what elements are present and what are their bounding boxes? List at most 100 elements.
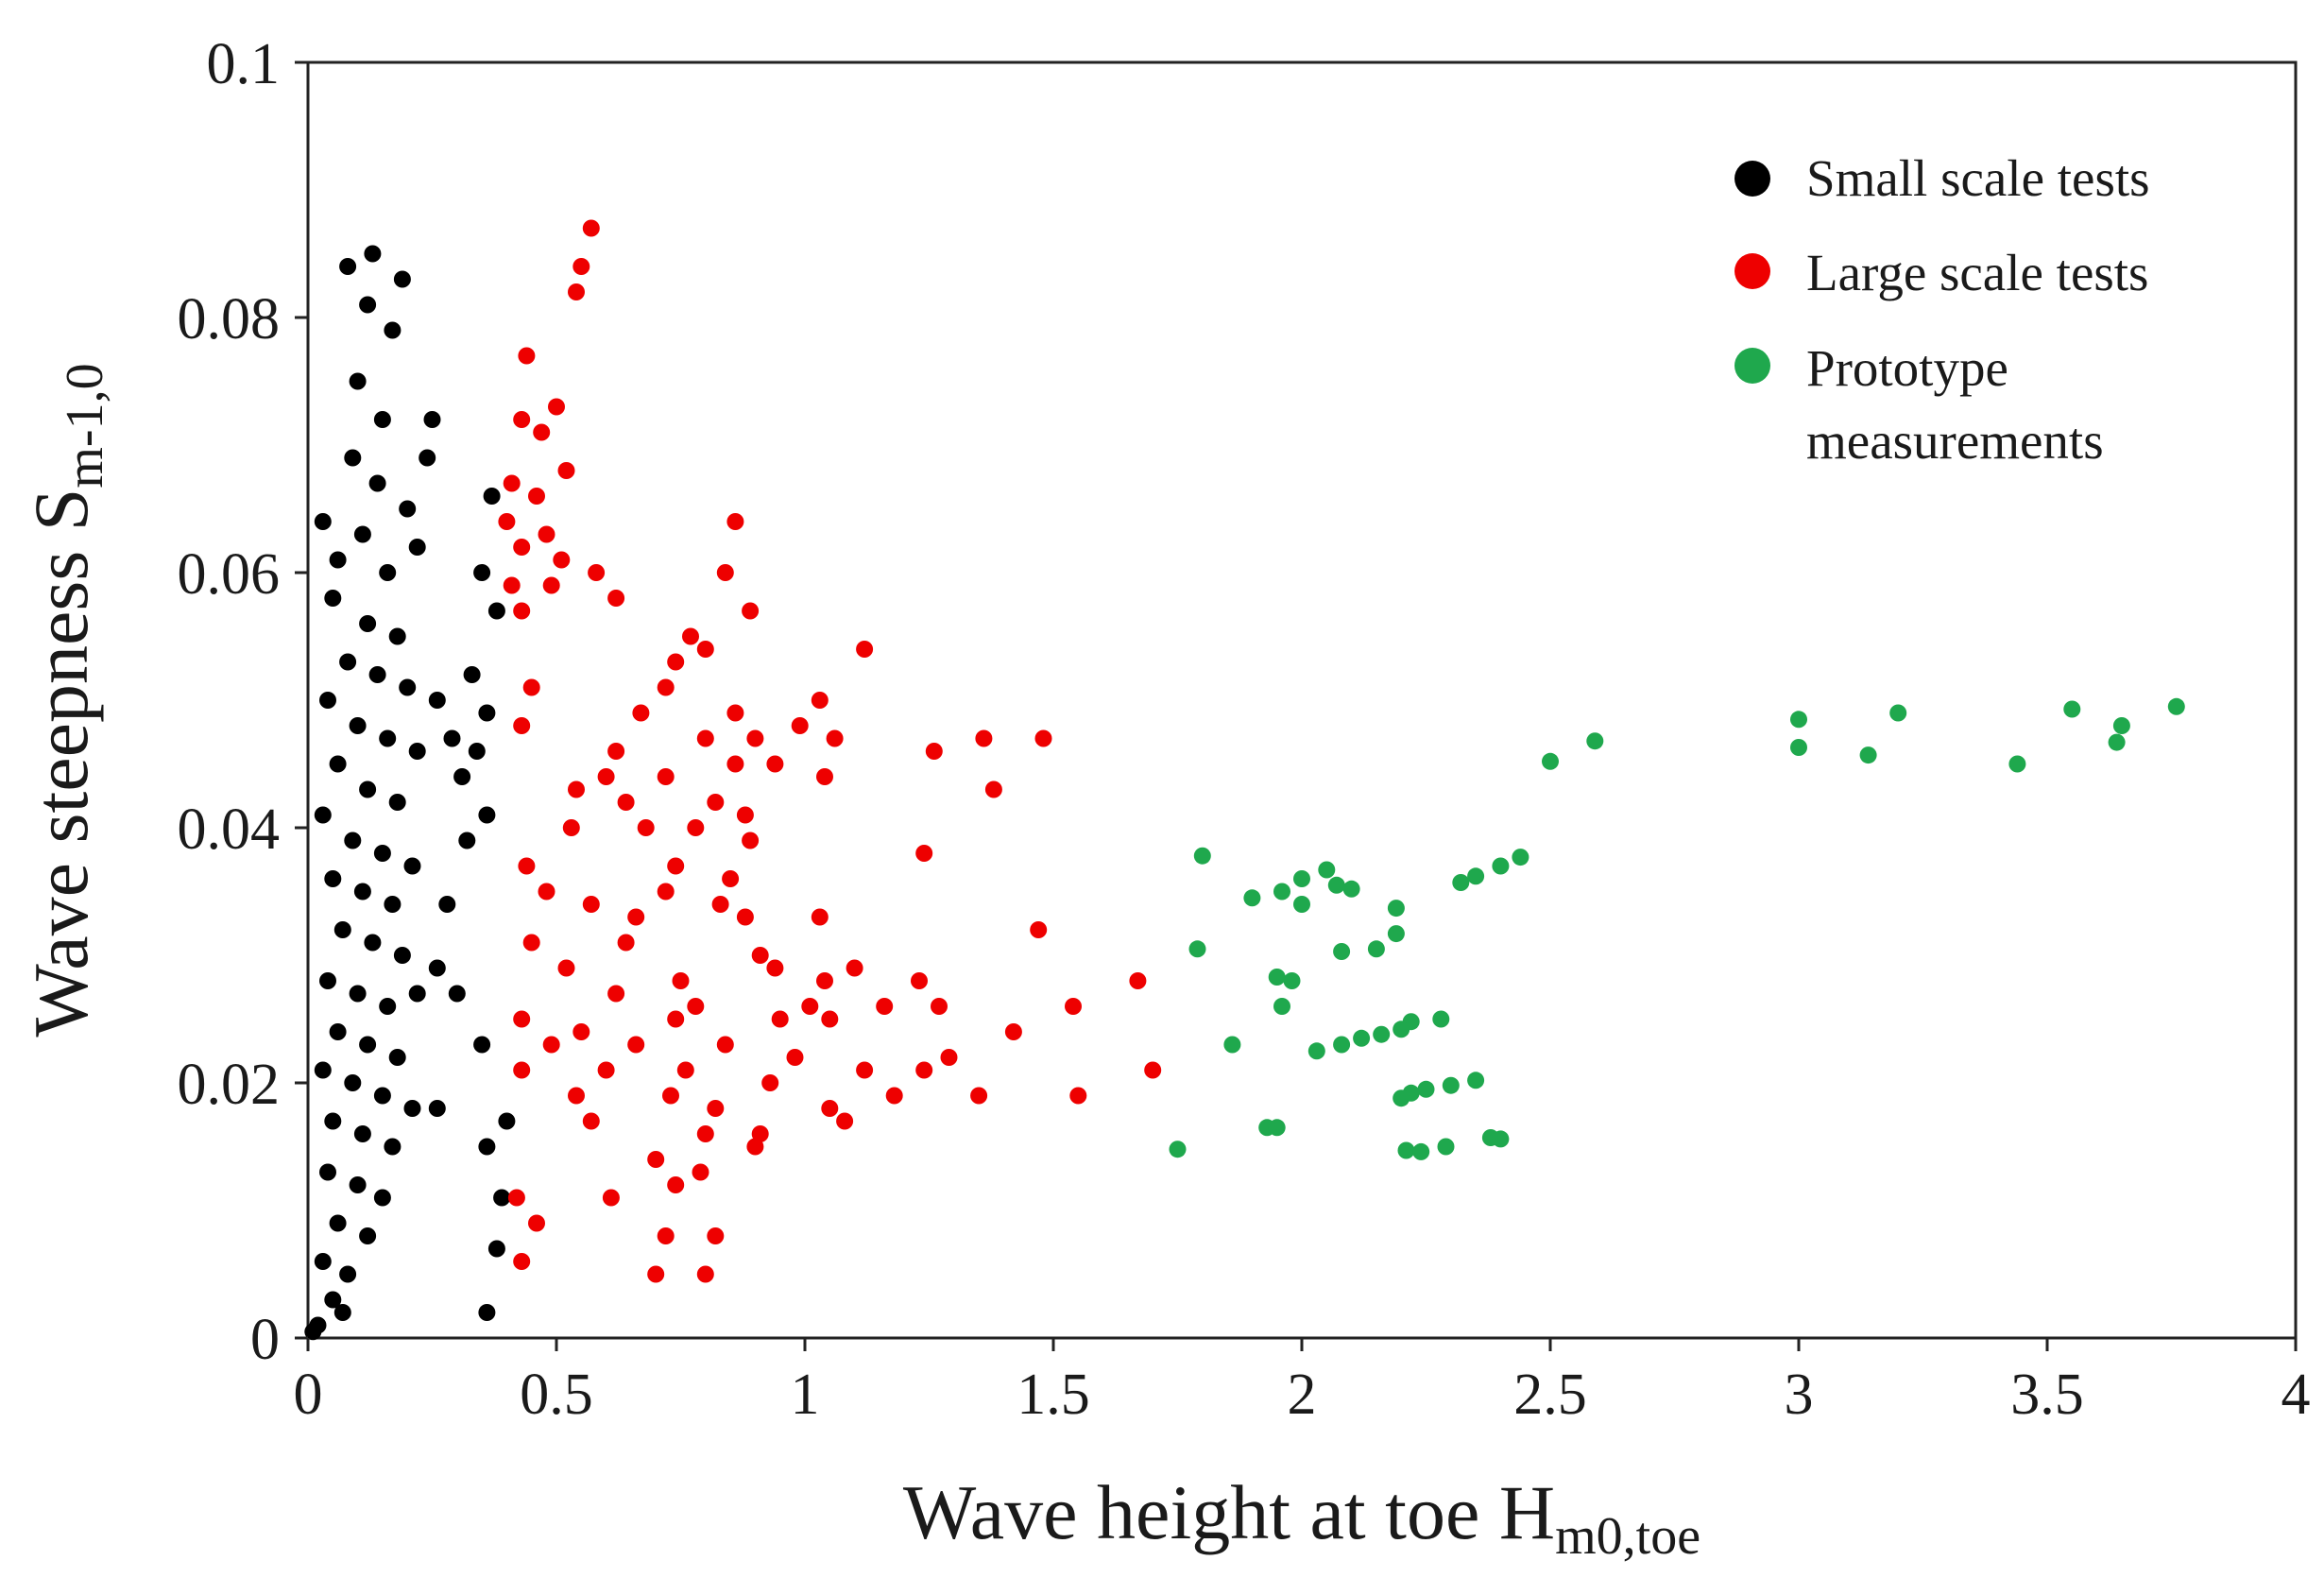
point-s2-1	[2063, 700, 2081, 718]
point-s1-60	[711, 896, 729, 913]
point-s1-116	[507, 1189, 525, 1207]
point-s2-27	[1387, 925, 1405, 943]
point-s0-79	[314, 1253, 332, 1270]
point-s1-93	[513, 1061, 531, 1079]
legend-label-prototype-line2: measurements	[1806, 412, 2104, 470]
point-s2-14	[1452, 874, 1470, 891]
point-s1-92	[1004, 1023, 1022, 1040]
point-s0-13	[483, 488, 501, 505]
point-s0-56	[408, 985, 426, 1003]
point-s2-25	[1333, 943, 1351, 960]
point-s0-66	[428, 1100, 446, 1117]
point-s1-117	[528, 1214, 545, 1232]
point-s1-17	[542, 576, 560, 594]
point-s2-0	[2167, 697, 2185, 715]
point-s0-74	[373, 1189, 391, 1207]
point-s2-36	[1333, 1036, 1351, 1054]
x-tick-label-4: 2	[1288, 1363, 1317, 1427]
point-s0-41	[344, 832, 362, 849]
point-s1-75	[607, 985, 625, 1003]
point-s1-47	[617, 794, 635, 811]
point-s1-69	[557, 959, 575, 977]
point-s1-50	[562, 819, 580, 836]
point-s1-33	[696, 729, 714, 747]
point-s1-108	[696, 1125, 714, 1142]
point-s2-16	[1318, 861, 1336, 879]
point-s2-33	[1393, 1021, 1410, 1038]
point-s1-23	[696, 641, 714, 658]
point-s1-61	[582, 896, 600, 913]
point-s0-50	[364, 934, 382, 952]
point-s1-30	[726, 704, 744, 722]
point-s1-79	[931, 998, 948, 1015]
x-axis-title-subscript: m0,toe	[1555, 1507, 1700, 1566]
point-s1-53	[742, 832, 760, 849]
point-s2-47	[1492, 1130, 1510, 1148]
axis-ticks: 0 0.5 1 1.5 2 2.5 3 3.5 4 0 0.02 0.04 0.06 0.08 0.1	[178, 32, 2311, 1427]
point-s1-29	[632, 704, 650, 722]
point-s1-99	[1144, 1061, 1162, 1079]
point-s1-105	[970, 1087, 988, 1105]
point-s1-56	[667, 857, 685, 875]
x-tick-label-5: 2.5	[1513, 1363, 1587, 1427]
point-s2-6	[1790, 739, 1807, 756]
point-s1-104	[885, 1087, 903, 1105]
point-s0-70	[353, 1125, 371, 1142]
point-s1-14	[588, 564, 606, 581]
point-s2-50	[1397, 1141, 1415, 1159]
point-s1-106	[1069, 1087, 1087, 1105]
point-s1-100	[568, 1087, 585, 1105]
point-s0-27	[463, 666, 481, 683]
point-s1-87	[542, 1036, 560, 1054]
point-s0-4	[384, 321, 402, 339]
point-s0-20	[324, 590, 342, 607]
point-s1-7	[557, 462, 575, 479]
point-s1-121	[647, 1265, 665, 1283]
point-s0-58	[329, 1023, 347, 1040]
point-s1-58	[538, 883, 555, 900]
point-s2-38	[1307, 1042, 1325, 1060]
point-s0-37	[388, 794, 406, 811]
point-s0-76	[329, 1214, 347, 1232]
point-s1-22	[682, 627, 699, 645]
point-s1-89	[716, 1036, 734, 1054]
point-s0-64	[373, 1087, 391, 1105]
point-s1-97	[856, 1061, 874, 1079]
point-s0-3	[359, 296, 377, 314]
point-s1-66	[617, 934, 635, 952]
point-s0-47	[384, 896, 402, 913]
y-tick-label-2: 0.04	[178, 798, 281, 862]
point-s1-46	[568, 780, 585, 798]
point-s1-6	[533, 423, 551, 441]
point-s1-36	[826, 729, 844, 747]
point-s2-49	[1169, 1141, 1187, 1158]
point-s1-38	[975, 729, 993, 747]
point-s1-16	[607, 590, 625, 607]
point-s2-24	[1188, 940, 1206, 958]
point-s0-53	[319, 972, 336, 989]
point-s0-32	[408, 743, 426, 760]
point-s0-60	[388, 1049, 406, 1066]
point-s1-32	[607, 743, 625, 760]
point-s2-45	[1268, 1119, 1286, 1137]
point-s0-40	[314, 806, 332, 824]
point-s0-42	[373, 845, 391, 862]
point-s1-120	[513, 1253, 531, 1270]
point-s1-68	[1030, 921, 1048, 938]
point-s1-18	[726, 513, 744, 530]
point-s1-26	[522, 678, 540, 696]
point-s2-17	[1293, 870, 1310, 887]
legend-marker-prototype	[1734, 348, 1770, 384]
point-s2-41	[1417, 1080, 1435, 1098]
point-s1-63	[736, 908, 754, 926]
point-s0-57	[448, 985, 466, 1003]
point-s0-62	[314, 1061, 332, 1079]
point-s2-5	[2108, 733, 2126, 751]
point-s0-43	[403, 857, 421, 875]
point-s1-34	[746, 729, 764, 747]
point-s0-33	[443, 729, 461, 747]
point-s0-73	[349, 1176, 367, 1193]
point-s1-71	[766, 959, 784, 977]
point-s0-65	[403, 1100, 421, 1117]
